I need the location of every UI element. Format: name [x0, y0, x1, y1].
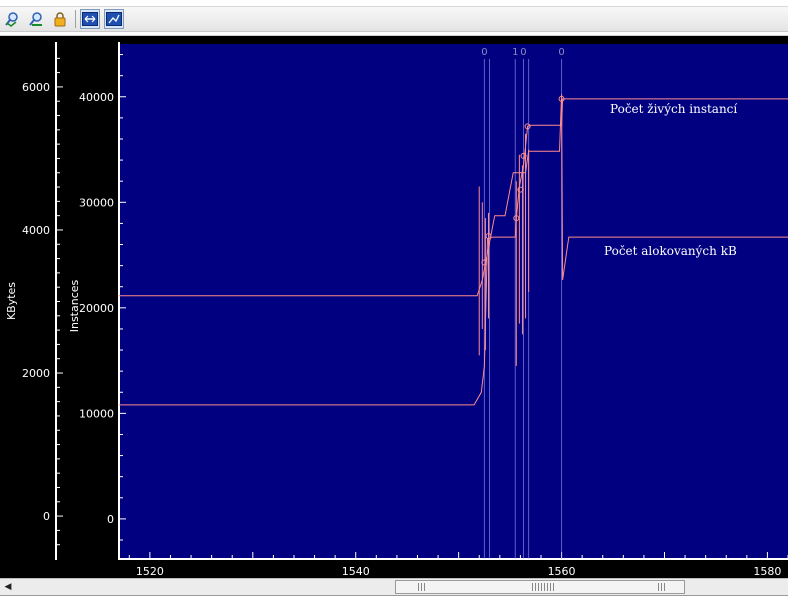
zoom-in-button[interactable] [2, 9, 22, 29]
instances-tick-label: 40000 [79, 91, 114, 104]
fit-horizontal-button[interactable] [80, 9, 100, 29]
data-point-marker [513, 215, 520, 222]
toolbar [0, 0, 788, 36]
kbytes-tick-label: 0 [43, 510, 50, 523]
x-tick-label: 1580 [753, 565, 781, 578]
zoom-out-button[interactable] [26, 9, 46, 29]
data-point-marker [481, 259, 488, 266]
thumb-grip [532, 583, 533, 591]
thumb-grip [424, 583, 425, 591]
thumb-grip [664, 583, 665, 591]
toolbar-strip [0, 6, 788, 32]
plot-background [119, 44, 788, 559]
zoom-in-icon [5, 12, 18, 27]
x-tick-label: 1560 [548, 565, 576, 578]
instances-axis-label: Instances [68, 279, 81, 332]
series-line-live-instances [119, 98, 788, 406]
lock-icon [54, 12, 66, 27]
series-line-allocated-kb [119, 94, 788, 297]
thumb-grip [661, 583, 662, 591]
scroll-left-arrow-icon[interactable]: ◀ [4, 582, 12, 592]
data-point-marker [558, 95, 565, 102]
chart-view-icon [106, 12, 122, 26]
thumb-grip [418, 583, 419, 591]
toolbar-separator [75, 10, 76, 28]
instances-tick-label: 20000 [79, 302, 114, 315]
scroll-thumb[interactable] [395, 580, 685, 594]
instances-tick-label: 10000 [79, 407, 114, 420]
event-marker-label: 1 [512, 47, 518, 58]
event-marker-label: 0 [520, 47, 526, 58]
status-strip [0, 595, 788, 606]
kbytes-tick-label: 6000 [22, 81, 50, 94]
instances-tick-label: 0 [107, 513, 114, 526]
kbytes-axis-label: KBytes [5, 282, 18, 320]
thumb-grip [547, 583, 548, 591]
thumb-grip [658, 583, 659, 591]
x-tick-label: 1520 [136, 565, 164, 578]
thumb-grip [535, 583, 536, 591]
event-marker-label: 0 [558, 47, 564, 58]
thumb-grip [421, 583, 422, 591]
thumb-grip [550, 583, 551, 591]
thumb-grip [544, 583, 545, 591]
zoom-out-icon [29, 12, 42, 26]
data-point-marker [485, 233, 492, 240]
fit-horizontal-icon [82, 12, 98, 26]
chart-view-button[interactable] [104, 9, 124, 29]
thumb-grip [538, 583, 539, 591]
x-tick-label: 1540 [342, 565, 370, 578]
kbytes-tick-label: 4000 [22, 224, 50, 237]
chart-canvas[interactable]: 0 2000 4000 6000 KBytes 0 10000 20000 30000 40000… [0, 36, 788, 578]
annotation-allocated-kb: Počet alokovaných kB [604, 244, 737, 258]
data-point-marker [517, 186, 524, 193]
data-point-marker [520, 152, 527, 159]
instances-tick-label: 30000 [79, 196, 114, 209]
thumb-grip [541, 583, 542, 591]
horizontal-scrollbar[interactable]: ◀ [0, 578, 788, 595]
annotation-live-instances: Počet živých instancí [610, 102, 738, 116]
chart-area: 0 2000 4000 6000 KBytes 0 10000 20000 30000 40000… [0, 36, 788, 578]
event-marker-label: 0 [481, 47, 487, 58]
kbytes-tick-label: 2000 [22, 367, 50, 380]
thumb-grip [553, 583, 554, 591]
lock-button[interactable] [50, 9, 70, 29]
data-point-marker [524, 123, 531, 130]
